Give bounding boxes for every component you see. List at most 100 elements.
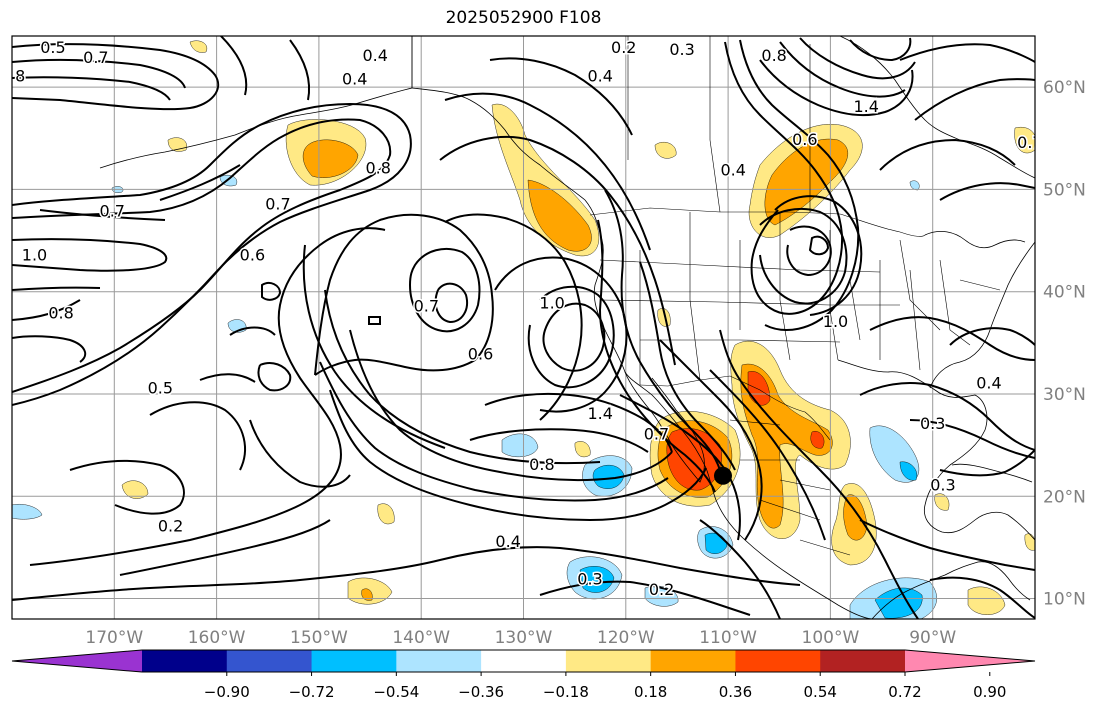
fill-positive-bc-core (527, 179, 592, 252)
contour-line (739, 39, 860, 331)
contour-line (489, 57, 633, 136)
colorbar-tick-label: 0.72 (888, 683, 921, 701)
contour-line (759, 59, 914, 117)
colorbar-tick-label: −0.72 (289, 683, 335, 701)
contour-label: 0.2 (611, 38, 636, 57)
contour-line (799, 37, 916, 80)
contour-lines (12, 36, 1035, 619)
contour-line (659, 339, 763, 541)
contour-label: 0.3 (920, 414, 945, 433)
fill-positive-aleutian-core (302, 139, 359, 178)
fill-positive-plateau-core (747, 371, 771, 406)
contour-labels: 0.5 0.7 8 0.4 0.4 0.2 0.3 0.4 0.8 1.4 0.6 0.4 0.7 0.8… (14, 36, 1042, 600)
latitude-labels: 60°N 50°N 40°N 30°N 20°N 10°N (1043, 78, 1086, 609)
contour-label: 0.5 (40, 38, 65, 57)
contour-line (808, 235, 830, 256)
fill-positive-small3 (189, 40, 208, 53)
contour-line (527, 285, 615, 389)
latitude-tick-label: 20°N (1043, 487, 1086, 507)
latitude-tick-label: 40°N (1043, 283, 1086, 303)
contour-label: 0.3 (930, 476, 955, 495)
longitude-tick-label: 100°W (802, 628, 860, 648)
contour-line (724, 41, 844, 315)
longitude-tick-label: 170°W (85, 628, 143, 648)
contour-line (159, 164, 241, 201)
longitude-tick-label: 110°W (699, 628, 757, 648)
colorbar-segment (565, 650, 652, 672)
storm-center-marker (713, 466, 732, 485)
contour-label: 0.4 (342, 69, 367, 88)
contour-label: 0.7 (83, 48, 108, 67)
contour-line (434, 282, 468, 324)
contour-line (149, 401, 246, 471)
colorbar: −0.90 −0.72 −0.54 −0.36 −0.18 0.18 0.36 0.54 0.7… (11, 649, 1036, 701)
coastline-gulf (837, 359, 1035, 541)
contour-line (759, 207, 848, 305)
contour-line (219, 36, 248, 96)
contour-line (604, 189, 721, 471)
contour-line (368, 316, 381, 325)
contour-line (319, 361, 669, 502)
contour-line (12, 76, 171, 101)
fill-positive-gulf-west-core (843, 494, 868, 541)
contour-line (289, 39, 311, 101)
longitude-tick-label: 160°W (188, 628, 246, 648)
contour-label: 0.6 (792, 130, 817, 149)
contour-label: 0.8 (366, 158, 391, 177)
colorbar-tick-label: 0.18 (634, 683, 667, 701)
contour-line (12, 102, 412, 406)
latitude-tick-label: 50°N (1043, 180, 1086, 200)
map-frame (11, 35, 1036, 620)
longitude-tick-label: 130°W (495, 628, 553, 648)
contour-label: 8 (15, 66, 25, 85)
contour-line (12, 118, 392, 393)
colorbar-tick-label: −0.18 (543, 683, 589, 701)
contour-line (444, 92, 651, 251)
colorbar-tick-label: −0.54 (373, 683, 419, 701)
contour-line (119, 519, 331, 576)
contour-label: 0.3 (577, 570, 602, 589)
contour-line (786, 225, 832, 277)
colorbar-segment (481, 650, 567, 672)
contour-line (719, 329, 919, 619)
border-mexico-states (729, 419, 851, 556)
contour-line (199, 373, 256, 383)
colorbar-segment (142, 650, 228, 672)
fill-negative-small4 (909, 180, 920, 191)
colorbar-extend-low (12, 650, 142, 672)
contour-line (597, 219, 716, 493)
contour-label: 0.7 (100, 201, 125, 220)
contour-line (12, 43, 220, 111)
contour-line (779, 41, 906, 98)
contour-line (444, 213, 583, 421)
longitude-tick-label: 90°W (909, 628, 956, 648)
contour-line (899, 43, 1035, 63)
contour-line (699, 519, 781, 619)
contour-label: 1.0 (539, 293, 564, 312)
colorbar-segment (226, 650, 313, 672)
contour-line (29, 227, 386, 566)
contour-line (639, 261, 736, 471)
contour-label: 0.7 (265, 194, 290, 213)
contour-label: 0.4 (587, 66, 612, 85)
fill-positive-small9 (934, 493, 950, 511)
border-states1 (639, 212, 839, 385)
fill-positive-caribbean (967, 586, 1006, 615)
contour-line (909, 419, 1035, 459)
contour-line (12, 299, 81, 321)
border-states2 (599, 259, 921, 371)
contour-label: 0.7 (1017, 133, 1042, 152)
contour-line (261, 282, 282, 301)
fill-positive-nf (1014, 126, 1035, 154)
fill-negative-small5 (644, 585, 679, 607)
contour-line (469, 428, 649, 453)
longitude-tick-label: 140°W (392, 628, 450, 648)
contour-label: 1.0 (22, 245, 47, 264)
contour-label: 0.7 (644, 424, 669, 443)
contour-label: 0.6 (468, 345, 493, 364)
contour-line (12, 335, 87, 363)
coastline-central-america (871, 561, 1031, 619)
contour-line (439, 136, 676, 366)
contour-line (542, 302, 606, 372)
